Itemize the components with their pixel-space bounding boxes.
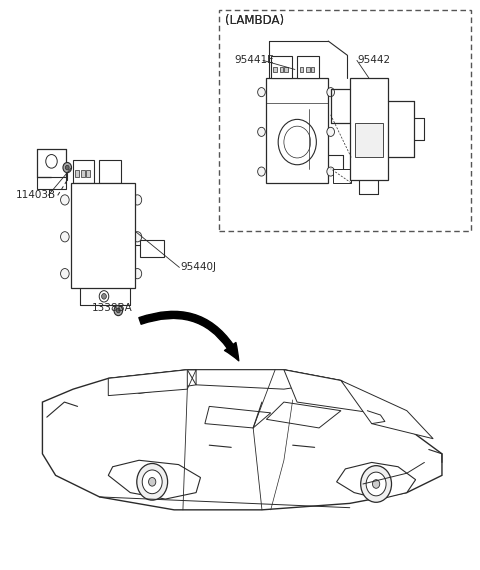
Circle shape [102, 294, 107, 299]
Circle shape [149, 478, 156, 486]
Circle shape [63, 162, 72, 173]
Circle shape [133, 231, 142, 242]
Circle shape [258, 127, 265, 136]
Text: 1338BA: 1338BA [92, 303, 133, 313]
Polygon shape [42, 370, 442, 510]
Bar [280, 67, 283, 72]
Circle shape [116, 308, 120, 313]
Bar [266, 78, 328, 183]
Circle shape [60, 268, 69, 279]
Circle shape [366, 472, 386, 496]
Text: (LAMBDA): (LAMBDA) [225, 14, 284, 27]
Bar [140, 239, 164, 256]
Text: 11403B: 11403B [16, 190, 56, 201]
Bar [86, 170, 90, 177]
Bar [271, 56, 292, 78]
Bar [81, 170, 85, 177]
Circle shape [60, 195, 69, 205]
Bar [99, 160, 120, 183]
Circle shape [327, 167, 335, 176]
Bar [274, 67, 277, 72]
Circle shape [360, 466, 392, 502]
Bar [284, 67, 288, 72]
Circle shape [133, 195, 142, 205]
Bar [218, 10, 471, 231]
Polygon shape [336, 462, 416, 499]
Bar [311, 67, 314, 72]
Circle shape [60, 231, 69, 242]
Bar [306, 67, 310, 72]
Text: 95440J: 95440J [180, 262, 216, 272]
Text: 95441E: 95441E [234, 55, 274, 66]
Bar [71, 183, 135, 288]
Bar [333, 169, 351, 183]
Circle shape [327, 88, 335, 97]
Bar [355, 123, 383, 157]
Circle shape [258, 167, 265, 176]
Polygon shape [266, 402, 341, 428]
Bar [75, 170, 79, 177]
Circle shape [142, 470, 162, 494]
Circle shape [258, 88, 265, 97]
Polygon shape [196, 370, 341, 389]
Polygon shape [341, 381, 433, 439]
Polygon shape [108, 370, 196, 393]
Polygon shape [108, 370, 187, 396]
Circle shape [114, 306, 122, 316]
FancyArrowPatch shape [139, 311, 239, 361]
Text: (LAMBDA): (LAMBDA) [225, 14, 284, 27]
Polygon shape [37, 177, 66, 189]
Bar [350, 78, 388, 180]
Polygon shape [205, 406, 271, 428]
Bar [73, 160, 95, 183]
Polygon shape [108, 460, 201, 499]
Text: 95442: 95442 [357, 55, 390, 66]
Circle shape [65, 165, 69, 170]
Circle shape [327, 127, 335, 136]
Polygon shape [284, 370, 372, 413]
Bar [297, 56, 319, 78]
Circle shape [137, 463, 168, 500]
Circle shape [372, 480, 380, 488]
Bar [300, 67, 303, 72]
Circle shape [133, 268, 142, 279]
